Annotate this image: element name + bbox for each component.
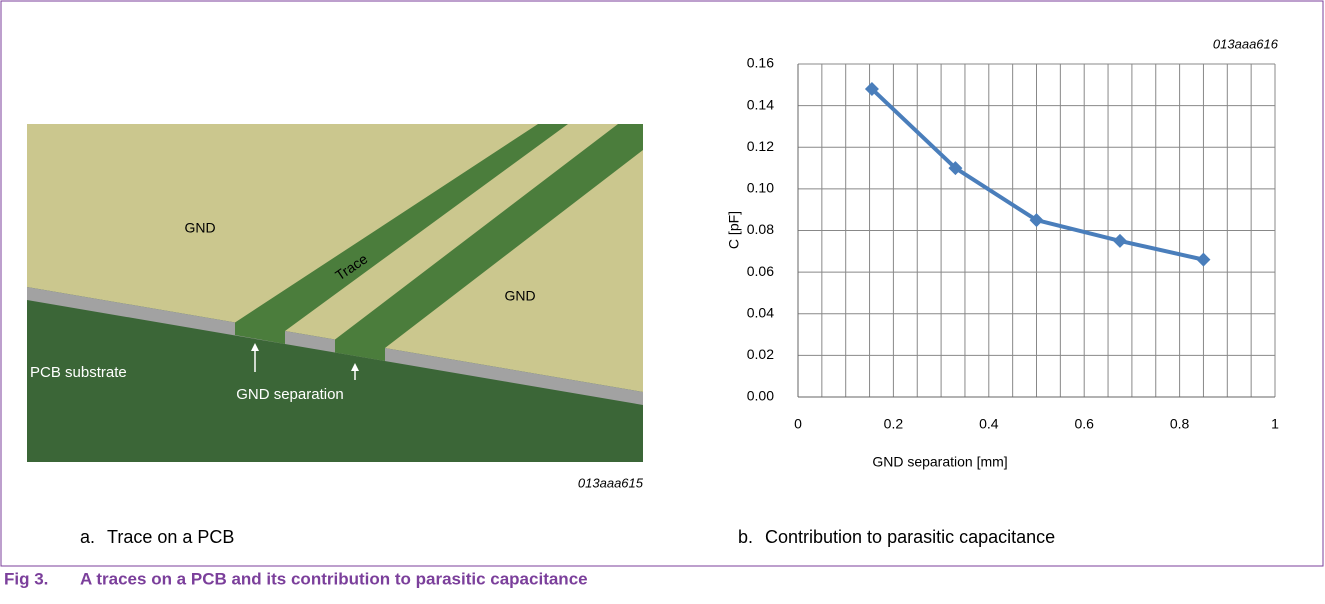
caption: Trace on a PCB <box>107 527 234 547</box>
marker <box>864 81 879 96</box>
y-tick-label: 0.12 <box>747 138 774 154</box>
caption-letter: a. <box>80 527 95 547</box>
figure-title: A traces on a PCB and its contribution t… <box>80 569 588 588</box>
arrow-head <box>351 363 359 371</box>
figure-frame <box>0 0 1324 567</box>
y-tick-label: 0.10 <box>747 180 774 196</box>
y-tick-label: 0.02 <box>747 346 774 362</box>
y-tick-label: 0.08 <box>747 221 774 237</box>
x-tick-label: 0.2 <box>884 416 904 432</box>
y-axis-label: C [pF] <box>726 211 742 249</box>
label: PCB substrate <box>30 364 127 381</box>
caption: Contribution to parasitic capacitance <box>765 527 1055 547</box>
figure-code: 013aaa615 <box>578 475 644 490</box>
gnd-gap <box>235 124 568 344</box>
arrow-head <box>251 343 259 351</box>
y-tick-label: 0.14 <box>747 96 774 112</box>
y-tick-label: 0.16 <box>747 55 774 71</box>
caption-letter: b. <box>738 527 753 547</box>
figure-label: Fig 3. <box>4 569 48 588</box>
pcb-illustration: GND Trace GND PCB substrate GND separati… <box>27 124 643 462</box>
marker <box>1196 252 1211 267</box>
x-tick-label: 1 <box>1271 416 1279 432</box>
gnd-gap <box>335 124 643 361</box>
line <box>870 87 1204 262</box>
y-tick-label: 0.04 <box>747 304 774 320</box>
marker <box>1112 233 1127 248</box>
marker <box>948 161 963 176</box>
x-tick-label: 0.4 <box>979 416 999 432</box>
x-tick-label: 0 <box>794 416 802 432</box>
label: GND <box>504 288 535 304</box>
x-axis-label: GND separation [mm] <box>872 454 1007 470</box>
x-tick-label: 0.6 <box>1074 416 1094 432</box>
x-tick-label: 0.8 <box>1170 416 1190 432</box>
figure-code: 013aaa616 <box>1213 36 1279 51</box>
y-tick-label: 0.00 <box>747 388 774 404</box>
label: GND <box>184 220 215 236</box>
y-tick-label: 0.06 <box>747 263 774 279</box>
label: GND separation <box>236 386 344 403</box>
marker <box>1029 213 1044 228</box>
